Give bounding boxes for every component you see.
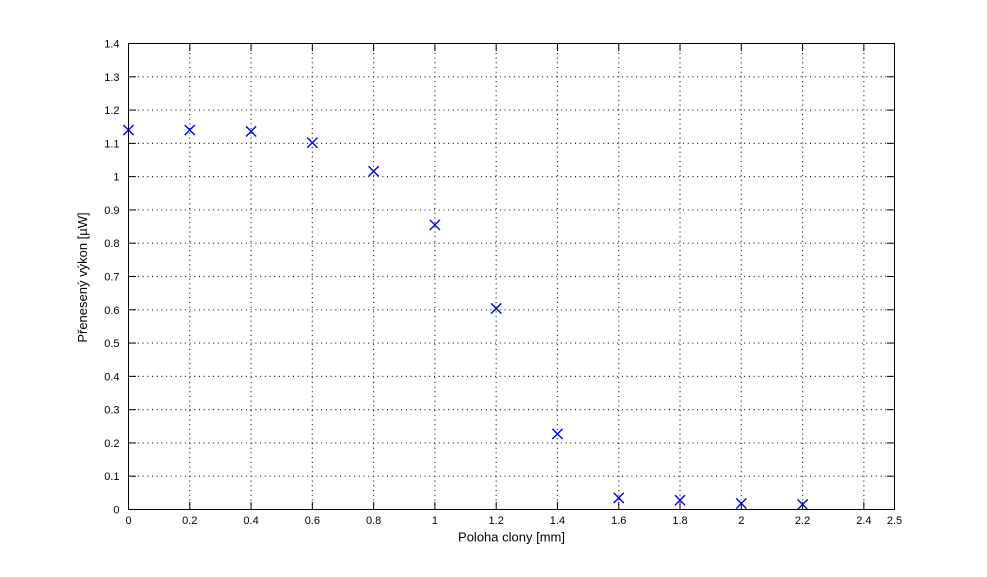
- svg-text:0.6: 0.6: [104, 305, 119, 317]
- svg-text:1.6: 1.6: [611, 515, 626, 527]
- svg-text:2.2: 2.2: [795, 515, 810, 527]
- svg-text:0.2: 0.2: [104, 438, 119, 450]
- svg-text:0.4: 0.4: [243, 515, 258, 527]
- svg-text:0.3: 0.3: [104, 405, 119, 417]
- svg-text:0.7: 0.7: [104, 272, 119, 284]
- svg-text:0: 0: [125, 515, 131, 527]
- svg-text:0.6: 0.6: [305, 515, 320, 527]
- svg-text:0.2: 0.2: [182, 515, 197, 527]
- svg-text:Poloha clony [mm]: Poloha clony [mm]: [458, 530, 565, 545]
- svg-text:1.4: 1.4: [550, 515, 565, 527]
- svg-text:0.1: 0.1: [104, 471, 119, 483]
- svg-text:1.4: 1.4: [104, 39, 119, 51]
- svg-text:2.5: 2.5: [887, 515, 902, 527]
- svg-text:0.8: 0.8: [104, 238, 119, 250]
- svg-text:2: 2: [738, 515, 744, 527]
- svg-text:0.5: 0.5: [104, 338, 119, 350]
- svg-text:2.4: 2.4: [856, 515, 871, 527]
- svg-text:1.3: 1.3: [104, 72, 119, 84]
- svg-text:1: 1: [432, 515, 438, 527]
- svg-text:1.2: 1.2: [104, 105, 119, 117]
- svg-text:0: 0: [113, 505, 119, 517]
- svg-text:0.8: 0.8: [366, 515, 381, 527]
- svg-text:0.4: 0.4: [104, 371, 119, 383]
- svg-text:1.8: 1.8: [672, 515, 687, 527]
- svg-text:Přenesený výkon [µW]: Přenesený výkon [µW]: [75, 212, 90, 342]
- svg-text:0.9: 0.9: [104, 205, 119, 217]
- svg-text:1.2: 1.2: [489, 515, 504, 527]
- svg-text:1: 1: [113, 172, 119, 184]
- svg-text:1.1: 1.1: [104, 138, 119, 150]
